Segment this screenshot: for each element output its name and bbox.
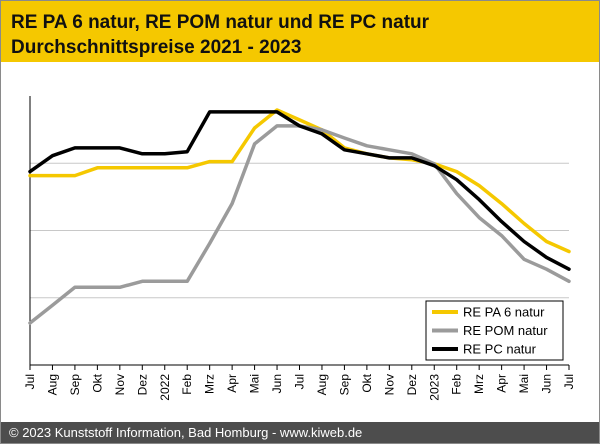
line-chart: Jul Aug Sep Okt Nov Dez 2022 Feb Mrz Apr Mai Jun Jul… (23, 96, 576, 401)
x-tick-label-12: Jul (293, 374, 307, 389)
x-tick-label-2: Sep (68, 374, 82, 396)
x-tick-label-9: Apr (225, 374, 239, 393)
x-tick-label-3: Okt (90, 373, 104, 392)
x-tick-label-4: Nov (113, 374, 127, 395)
chart-title-line2: Durchschnittspreise 2021 - 2023 (11, 37, 302, 58)
x-tick-label-8: Mrz (203, 374, 217, 394)
x-tick-label-10: Mai (248, 374, 262, 393)
x-tick-label-16: Nov (382, 374, 396, 395)
x-tick-label-13: Aug (315, 374, 329, 395)
x-tick-label-22: Mai (517, 374, 531, 393)
x-tick-label-0: Jul (23, 374, 37, 389)
series-line-re-pc-natur (28, 110, 571, 271)
x-tick-label-20: Mrz (472, 374, 486, 394)
x-tick-label-7: Feb (180, 374, 194, 395)
x-tick-label-11: Jun (270, 374, 284, 393)
series-line-re-pa-6-natur (28, 108, 571, 254)
x-tick-label-23: Jun (540, 374, 554, 393)
legend-label-0: RE PA 6 natur (463, 305, 545, 320)
x-tick-label-21: Apr (495, 374, 509, 393)
x-tick-label-6: 2022 (158, 374, 172, 401)
chart-title-line1: RE PA 6 natur, RE POM natur und RE PC na… (11, 12, 430, 33)
x-tick-label-15: Okt (360, 373, 374, 392)
legend-label-1: RE POM natur (463, 323, 548, 338)
series-line-re-pom-natur (28, 124, 571, 325)
x-tick-label-18: 2023 (427, 374, 441, 401)
x-tick-label-1: Aug (45, 374, 59, 395)
legend-label-2: RE PC natur (463, 342, 537, 357)
chart-header: RE PA 6 natur, RE POM natur und RE PC na… (1, 1, 599, 62)
x-tick-label-19: Feb (450, 374, 464, 395)
x-tick-label-5: Dez (135, 374, 149, 395)
x-tick-label-14: Sep (337, 374, 351, 396)
copyright-footer: © 2023 Kunststoff Information, Bad Hombu… (1, 422, 599, 443)
x-tick-label-17: Dez (405, 374, 419, 395)
x-tick-label-24: Jul (562, 374, 576, 389)
